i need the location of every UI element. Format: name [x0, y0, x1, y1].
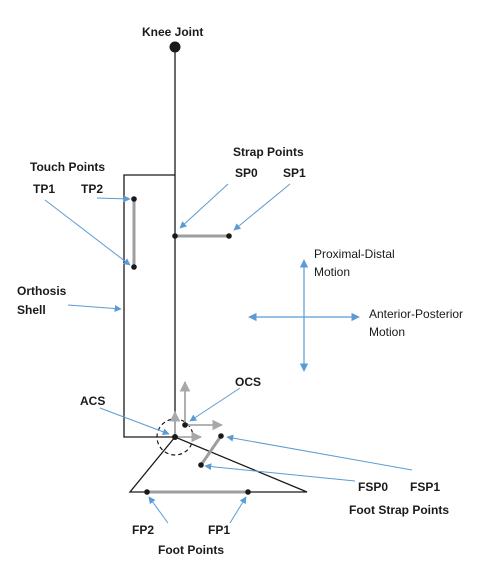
knee-joint-label: Knee Joint — [142, 25, 203, 39]
fsp1-annotation-arrow — [226, 434, 413, 471]
fsp0-annotation-arrow — [204, 463, 356, 482]
tp1-point — [131, 196, 137, 202]
sp0-label: SP0 — [235, 166, 258, 180]
acs-point — [172, 434, 178, 440]
fp1-point — [245, 489, 251, 495]
fp2-annotation-arrow — [148, 496, 169, 524]
fsp0-label: FSP0 — [358, 480, 388, 494]
ocs-label: OCS — [235, 375, 261, 389]
tp2-label: TP2 — [81, 182, 103, 196]
sp0-annotation-arrow — [179, 183, 229, 229]
ocs-point — [182, 422, 188, 428]
foot-points-label: Foot Points — [158, 543, 224, 557]
proximal-distal-label-line2: Motion — [314, 265, 350, 279]
fsp1-point — [218, 433, 224, 439]
sp1-label: SP1 — [283, 166, 306, 180]
tp2-point — [131, 264, 137, 270]
acs-annotation-arrow — [99, 407, 170, 436]
fsp0-point — [198, 462, 204, 468]
orthosis-label-line2: Shell — [17, 303, 46, 317]
fp1-label: FP1 — [208, 523, 230, 537]
fsp1-label: FSP1 — [410, 480, 440, 494]
tp1-label: TP1 — [33, 182, 55, 196]
anterior-posterior-label-line1: Anterior-Posterior — [369, 307, 463, 321]
sp0-point — [172, 233, 178, 239]
orthosis-shell-outline — [123, 174, 175, 438]
fp2-point — [144, 489, 150, 495]
fp2-label: FP2 — [132, 523, 154, 537]
sp1-point — [226, 233, 232, 239]
tp2-annotation-arrow — [96, 195, 131, 203]
proximal-distal-label-line1: Proximal-Distal — [314, 247, 395, 261]
foot-strap-points-segment — [199, 435, 223, 466]
tp1-annotation-arrow — [44, 199, 131, 266]
acs-label: ACS — [80, 394, 105, 408]
orthosis-shell-annotation-arrow — [67, 304, 122, 313]
anterior-posterior-label-line2: Motion — [369, 325, 405, 339]
touch-points-label: Touch Points — [30, 160, 105, 174]
ocs-annotation-arrow — [189, 387, 241, 422]
fp1-annotation-arrow — [229, 496, 247, 524]
sp1-annotation-arrow — [233, 183, 291, 231]
orthosis-label-line1: Orthosis — [17, 284, 67, 298]
strap-points-label: Strap Points — [233, 145, 304, 159]
foot-triangle — [128, 436, 308, 493]
knee-joint-point — [169, 41, 181, 53]
foot-strap-points-label: Foot Strap Points — [349, 503, 449, 517]
